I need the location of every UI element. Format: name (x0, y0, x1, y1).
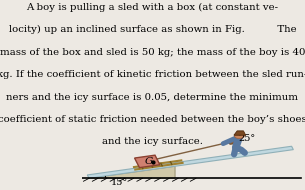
Text: coefficient of static friction needed between the boy’s shoes: coefficient of static friction needed be… (0, 115, 305, 124)
Polygon shape (89, 166, 175, 178)
Text: and the icy surface.: and the icy surface. (102, 137, 203, 146)
Text: mass of the box and sled is 50 kg; the mass of the boy is 40: mass of the box and sled is 50 kg; the m… (0, 48, 305, 57)
Polygon shape (87, 146, 293, 178)
Text: A boy is pulling a sled with a box (at constant ve-: A boy is pulling a sled with a box (at c… (27, 3, 278, 12)
Text: 25°: 25° (239, 134, 256, 143)
Text: 15°: 15° (111, 178, 128, 187)
Text: locity) up an inclined surface as shown in Fig.          The: locity) up an inclined surface as shown … (9, 25, 296, 34)
Polygon shape (227, 139, 239, 144)
Polygon shape (234, 131, 246, 135)
Text: kg. If the coefficient of kinetic friction between the sled run-: kg. If the coefficient of kinetic fricti… (0, 70, 305, 79)
Polygon shape (135, 155, 160, 168)
Text: ners and the icy surface is 0.05, determine the minimum: ners and the icy surface is 0.05, determ… (6, 93, 299, 101)
Circle shape (235, 133, 244, 139)
Text: G: G (144, 157, 152, 166)
